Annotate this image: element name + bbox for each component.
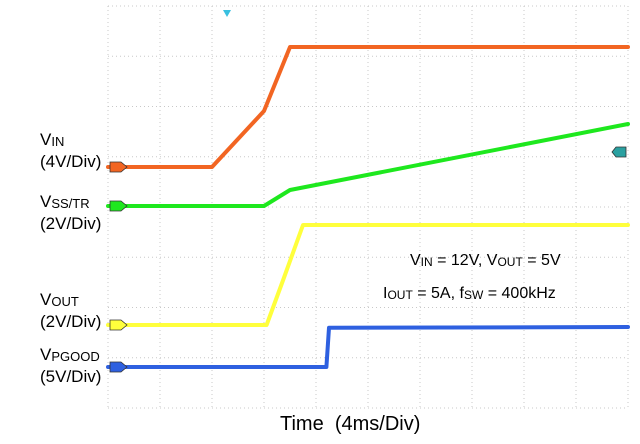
trace-out — [106, 223, 630, 327]
channel-marker-ss-tr — [109, 200, 128, 212]
label-vpgood-scale: (5V/Div) — [40, 367, 102, 386]
label-vin-main: V — [40, 130, 52, 149]
test-condition-line-2: IOUT = 5A, fSW = 400kHz — [383, 285, 556, 303]
x-axis-title: Time (4ms/Div) — [280, 413, 421, 435]
label-vpgood-main: V — [40, 345, 52, 364]
trigger-level-icon — [611, 146, 627, 158]
waveform-traces — [106, 45, 630, 369]
channel-markers — [109, 146, 627, 373]
label-vss-tr: VSS/TR (2V/Div) — [40, 192, 101, 234]
cond1-sub-b: OUT — [497, 255, 523, 269]
trigger-marker-icon — [223, 10, 231, 17]
cond2-text-a: I — [383, 285, 388, 302]
trace-ss-tr — [106, 122, 630, 208]
label-vin-scale: (4V/Div) — [40, 152, 102, 171]
cond1-text-a: V — [410, 252, 421, 269]
label-vss-tr-main: V — [40, 192, 52, 211]
cond2-sub-b: SW — [463, 288, 484, 302]
cond1-text-c: = 5V — [522, 252, 561, 269]
cond1-sub-a: IN — [420, 255, 433, 269]
label-vpgood: VPGOOD (5V/Div) — [40, 345, 101, 387]
cond2-text-c: = 400kHz — [483, 285, 556, 302]
cond2-text-b: = 5A, f — [412, 285, 464, 302]
label-vss-tr-sub: SS/TR — [51, 196, 90, 211]
channel-marker-pgood — [109, 361, 128, 373]
label-vin: VIN (4V/Div) — [40, 130, 101, 172]
label-vss-tr-scale: (2V/Div) — [40, 214, 102, 233]
channel-marker-in — [109, 161, 128, 173]
label-vout-main: V — [40, 290, 52, 309]
label-vout-scale: (2V/Div) — [40, 312, 102, 331]
test-condition-line-1: VIN = 12V, VOUT = 5V — [410, 252, 561, 270]
label-vout-sub: OUT — [51, 294, 79, 309]
channel-marker-out — [109, 319, 128, 331]
cond2-sub-a: OUT — [387, 288, 413, 302]
trace-pgood — [106, 325, 630, 369]
label-vout: VOUT (2V/Div) — [40, 290, 101, 332]
label-vpgood-sub: PGOOD — [51, 349, 100, 364]
trace-in — [106, 45, 630, 169]
cond1-text-b: = 12V, V — [432, 252, 498, 269]
label-vin-sub: IN — [51, 134, 65, 149]
